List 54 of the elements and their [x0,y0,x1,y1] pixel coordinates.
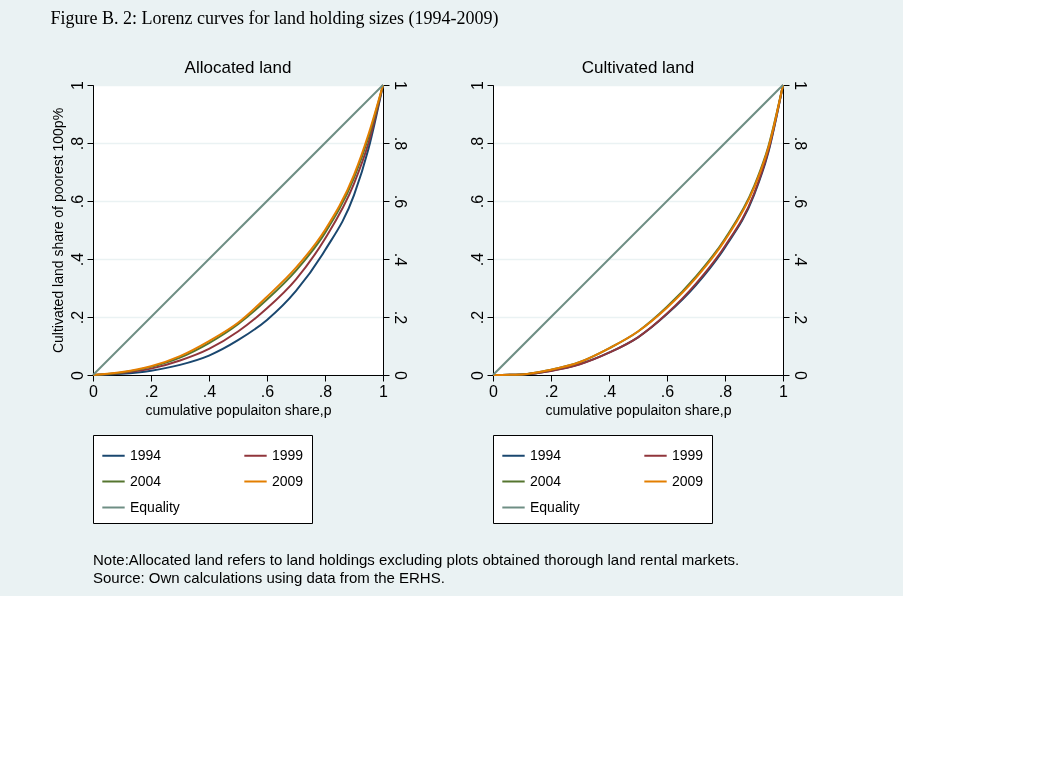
y-tick-label: .2 [68,310,86,325]
y2-tick-label: 0 [391,371,409,381]
y-tick-label: .4 [468,252,486,267]
x-tick-label: .4 [202,382,217,400]
legend-label: Equality [530,498,580,515]
y-tick-label: 1 [68,80,86,90]
y2-tick-label: .8 [391,136,409,151]
y2-tick-label: 1 [391,81,409,91]
y2-tick-label: .6 [391,194,409,209]
x-tick-label: 1 [379,382,389,400]
text: Note:Allocated land refers to land holdings excluding plots obtained thorough land rental markets. [93,551,740,568]
x-tick-label: .2 [544,382,559,400]
x-tick-label: 0 [89,382,99,400]
legend-label: 2004 [530,472,562,489]
legend-label: 1994 [530,446,562,463]
y2-tick-label: .6 [791,194,809,209]
y-tick-label: .8 [68,136,86,151]
x-tick-label: .6 [260,382,275,400]
legend-label: 2009 [672,472,704,489]
x-tick-label: .6 [660,382,675,400]
y-tick-label: .2 [468,310,486,325]
y-tick-label: .8 [468,136,486,151]
x-tick-label: .8 [318,382,333,400]
x-tick-label: 1 [779,382,789,400]
legend-label: Equality [130,498,180,515]
y2-tick-label: 0 [791,371,809,381]
legend-label: 1999 [272,446,304,463]
x-tick-label: 0 [489,382,499,400]
y2-tick-label: 1 [791,81,809,91]
x-axis-title: cumulative populaiton share,p [145,401,332,418]
y-tick-label: .4 [68,252,86,267]
y2-tick-label: .2 [391,310,409,325]
y-tick-label: .6 [468,194,486,209]
y2-tick-label: .8 [791,136,809,151]
x-tick-label: .4 [602,382,617,400]
legend-label: 2004 [130,472,162,489]
y-axis-title: Cultivated land share of poorest 100p% [49,107,66,354]
text: Source: Own calculations using data from the ERHS. [93,569,445,586]
chart-title: Cultivated land [581,57,695,77]
y-tick-label: 0 [68,370,86,380]
x-axis-title: cumulative populaiton share,p [545,401,732,418]
y-tick-label: .6 [68,194,86,209]
x-tick-label: .2 [144,382,159,400]
chart-title: Allocated land [184,57,292,77]
y2-tick-label: .2 [791,310,809,325]
y2-tick-label: .4 [791,252,809,267]
y2-tick-label: .4 [391,252,409,267]
legend-label: 1994 [130,446,162,463]
legend-label: 1999 [672,446,704,463]
y-tick-label: 0 [468,370,486,380]
text: Figure B. 2: Lorenz curves for land holding sizes (1994-2009) [50,8,499,30]
legend-label: 2009 [272,472,304,489]
y-tick-label: 1 [468,80,486,90]
x-tick-label: .8 [718,382,733,400]
